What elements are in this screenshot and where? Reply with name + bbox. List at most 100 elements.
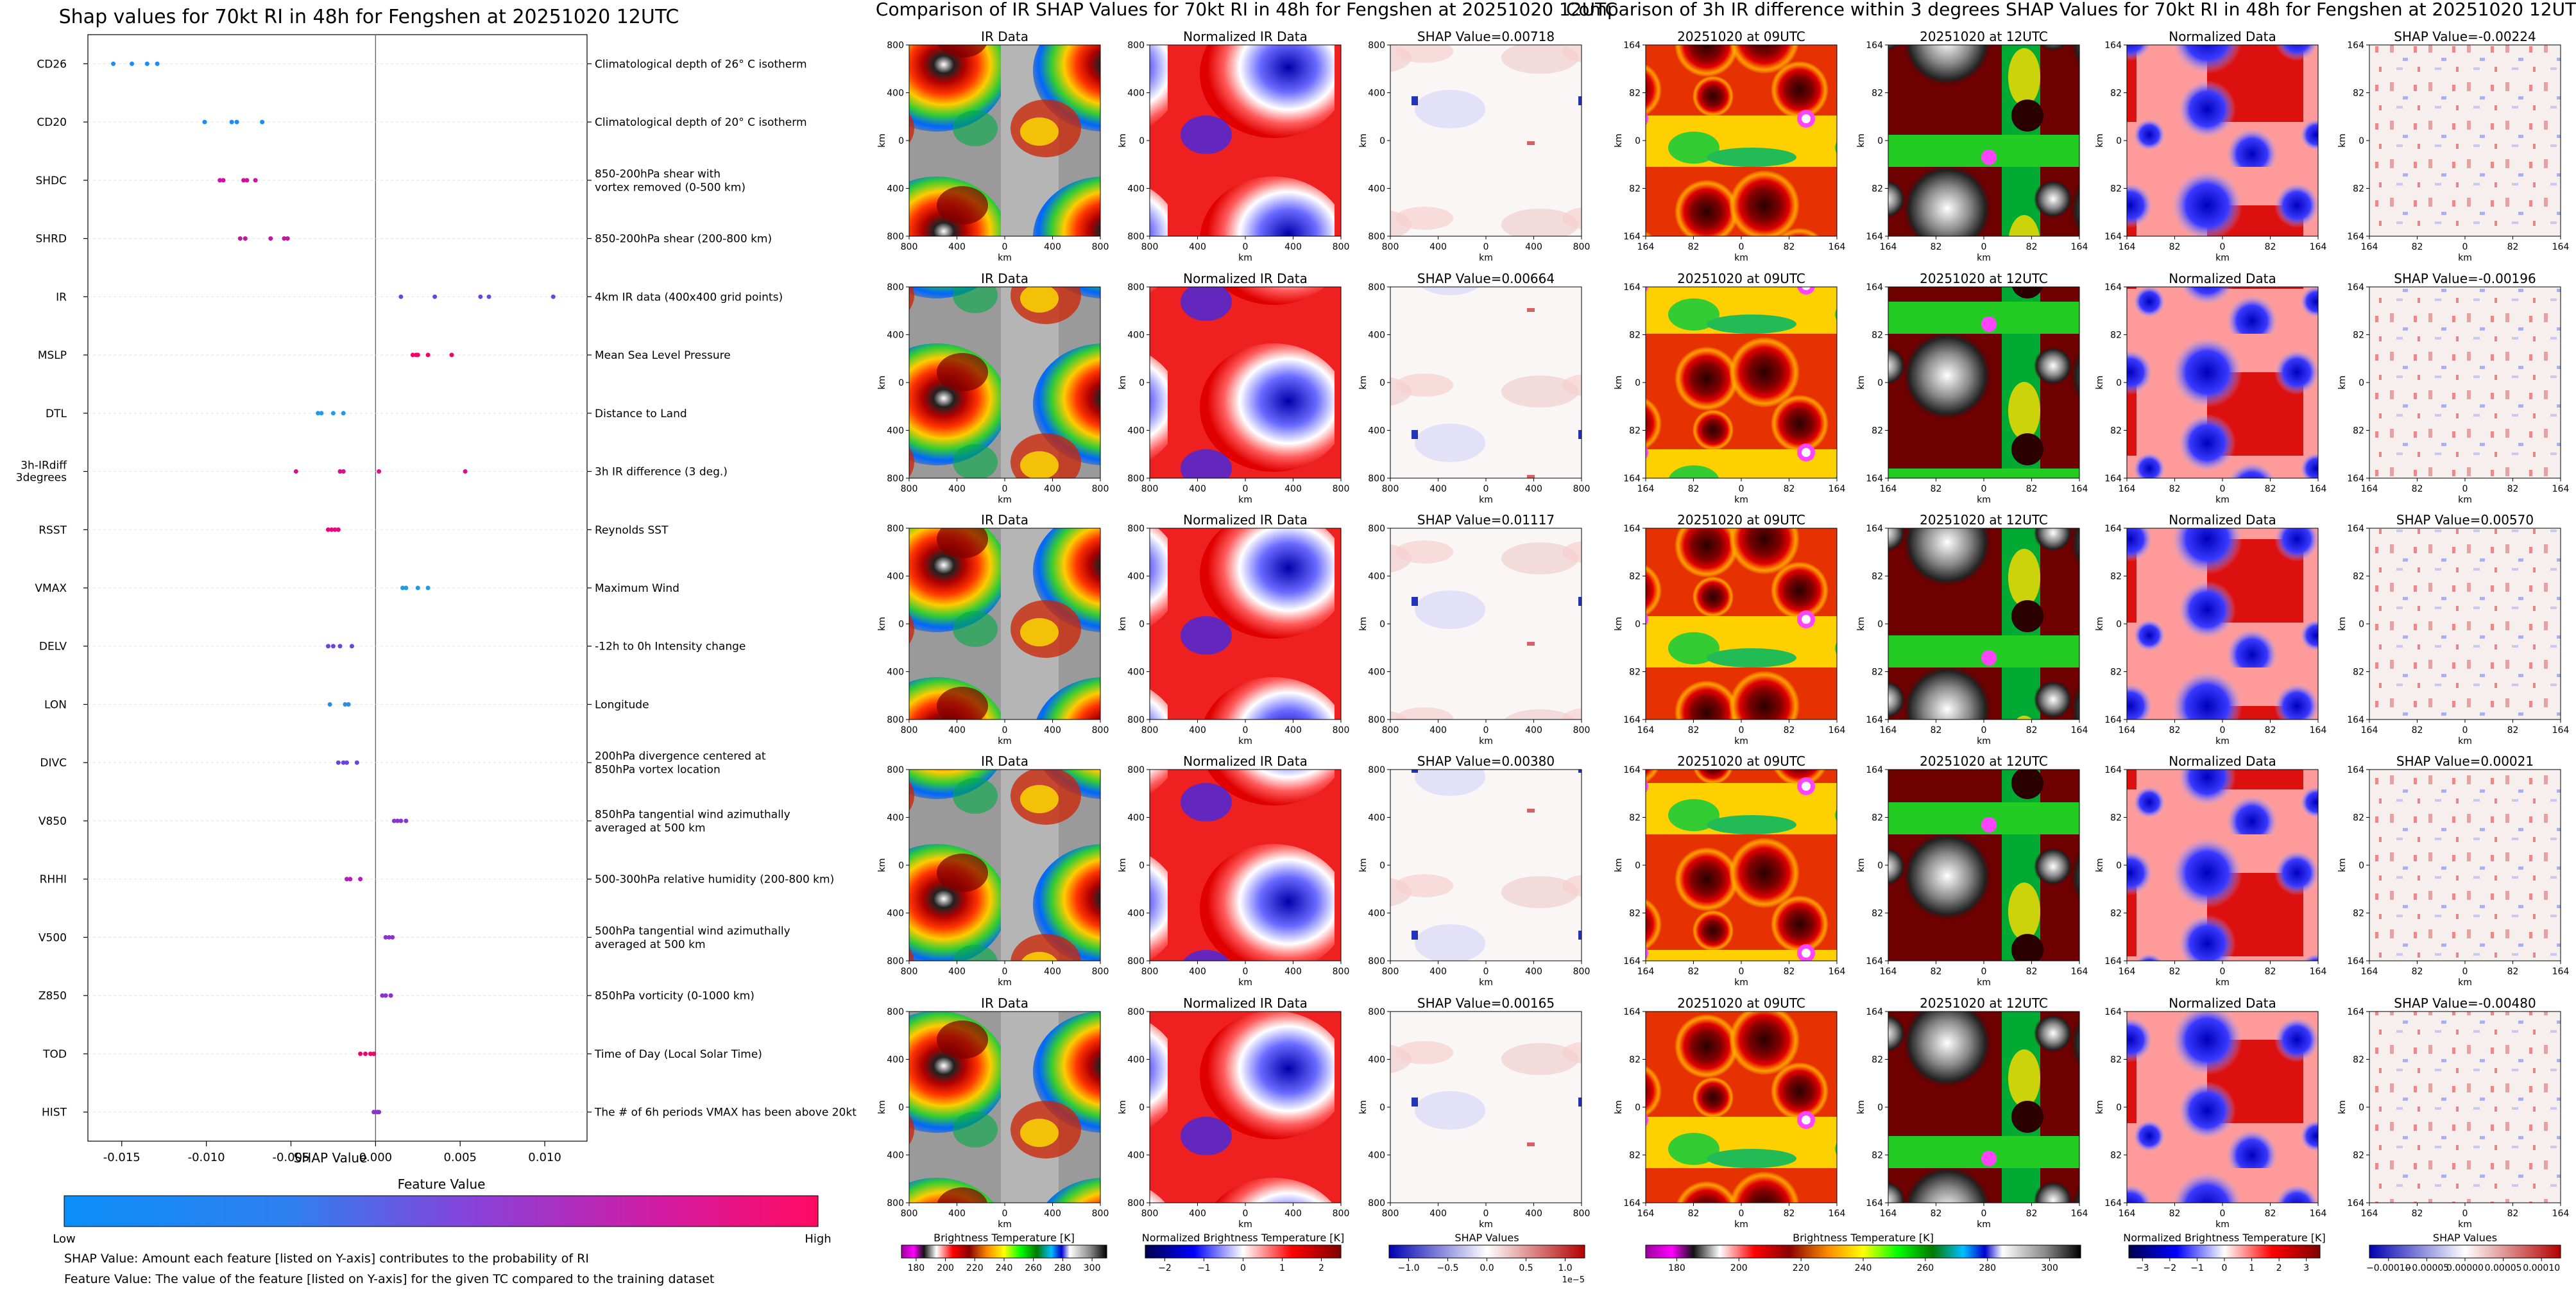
x-axis-unit: km (1977, 1219, 1991, 1230)
y-tick-label: 800 (1368, 524, 1385, 534)
y-axis-unit: km (1118, 617, 1128, 631)
colorbar-tick-label: −0.00010 (2366, 1263, 2411, 1273)
y-tick-label: 82 (1872, 426, 1883, 436)
x-tick-label: 82 (2507, 242, 2519, 252)
irdiff-shap-map-title: SHAP Value=-0.00480 (2394, 995, 2536, 1011)
colorbar-tick-label: 240 (1855, 1263, 1872, 1273)
y-tick-label: 82 (1629, 813, 1641, 823)
x-tick-label: 0 (2462, 1209, 2468, 1219)
x-tick-label: 0 (1243, 242, 1249, 252)
x-tick-label: 800 (1573, 484, 1591, 494)
shap-point (341, 469, 346, 474)
x-tick-label: 400 (1284, 242, 1302, 252)
y-tick-label: 82 (2353, 668, 2364, 678)
x-axis-unit: km (2215, 736, 2230, 746)
x-axis-unit: km (1734, 1219, 1748, 1230)
feature-description: 850-200hPa shear with (595, 168, 721, 180)
y-axis-unit: km (1856, 617, 1866, 631)
x-tick-label: 0 (1483, 242, 1489, 252)
x-tick-label: 164 (2361, 1209, 2378, 1219)
colorbar-tick-label: 240 (996, 1263, 1013, 1273)
x-tick-label: 400 (1044, 484, 1061, 494)
feature-description: Climatological depth of 26° C isotherm (595, 58, 807, 71)
shap-point (268, 236, 273, 241)
shap-point (155, 61, 160, 66)
x-tick-label: 164 (2552, 725, 2570, 736)
ir-shap-map-image (1390, 1011, 1582, 1203)
y-axis-unit: km (2095, 134, 2105, 148)
colorbar-tick-label: −2 (1158, 1263, 1172, 1273)
shap-point (358, 877, 363, 882)
ir-shap-colorbar-label: SHAP Values (1454, 1232, 1519, 1244)
colorbar-tick-label: 280 (1054, 1263, 1071, 1273)
shap-point (341, 760, 346, 765)
x-tick-label: 400 (948, 242, 966, 252)
y-tick-label: 0 (1139, 378, 1145, 388)
y-tick-label: 0 (1379, 619, 1385, 630)
y-tick-label: 400 (1127, 1055, 1145, 1065)
x-tick-label: 800 (1382, 1209, 1399, 1219)
y-tick-label: 164 (1623, 715, 1641, 725)
normalized-ir-data-image (1149, 528, 1342, 720)
feature-description: -12h to 0h Intensity change (595, 641, 746, 653)
x-tick-label: 400 (1429, 967, 1447, 977)
x-tick-label: 82 (1784, 725, 1795, 736)
irdiff-shap-map-image (2369, 528, 2561, 720)
x-tick-label: 0 (2220, 725, 2226, 736)
x-tick-label: 400 (1044, 242, 1061, 252)
y-tick-label: 164 (2104, 1007, 2122, 1017)
irdiff-normalized-image (2126, 1011, 2319, 1203)
irdiff-normalized-title: Normalized Data (2169, 29, 2276, 44)
x-tick-label: 0 (1483, 967, 1489, 977)
shap-point (229, 119, 234, 125)
ir-shap-map-image (1390, 44, 1582, 237)
x-axis-unit: km (1238, 1219, 1252, 1230)
y-tick-label: 800 (1127, 765, 1145, 775)
x-tick-label: 82 (1931, 1209, 1942, 1219)
shap-point (377, 469, 382, 474)
x-tick-label: 164 (1829, 967, 1846, 977)
x-tick-label: 82 (2412, 725, 2423, 736)
y-tick-label: 800 (1127, 715, 1145, 725)
irdiff-09utc-image (1645, 1011, 1838, 1203)
y-tick-label: 400 (1368, 1055, 1385, 1065)
y-tick-label: 164 (1866, 1198, 1883, 1209)
irdiff-normalized-title: Normalized Data (2169, 512, 2276, 528)
ir-shap-map-image (1390, 528, 1582, 720)
shap-point (410, 352, 415, 357)
x-tick-label: 82 (1688, 242, 1700, 252)
y-tick-label: 164 (2347, 232, 2364, 242)
colorbar-exponent: 1e−5 (1562, 1275, 1585, 1285)
ir-brightness-colorbar (901, 1245, 1107, 1259)
normalized-ir-data-image (1149, 286, 1342, 479)
x-tick-label: 400 (1525, 1209, 1542, 1219)
y-tick-label: 82 (2110, 1055, 2122, 1065)
x-axis-unit: km (1734, 736, 1748, 746)
x-tick-label: 800 (1092, 484, 1109, 494)
y-axis-unit: km (877, 858, 887, 872)
feature-code-label: DTL (46, 408, 67, 420)
x-tick-label: 82 (1931, 967, 1942, 977)
irdiff-shap-map-title: SHAP Value=-0.00224 (2394, 29, 2536, 44)
y-tick-label: 400 (1368, 331, 1385, 341)
x-tick-label: 82 (2169, 242, 2181, 252)
x-tick-label: -0.005 (272, 1151, 309, 1164)
x-tick-label: 0 (1002, 1209, 1008, 1219)
y-tick-label: 800 (1368, 474, 1385, 484)
x-axis-unit: km (2458, 736, 2472, 746)
irdiff-12utc-title: 20251020 at 12UTC (1920, 271, 2048, 286)
shap-point (358, 1051, 363, 1056)
irdiff-09utc-image (1645, 286, 1838, 479)
y-axis-unit: km (1614, 1100, 1624, 1114)
y-tick-label: 400 (1127, 89, 1145, 99)
y-tick-label: 0 (898, 1103, 904, 1113)
x-axis-unit: km (1479, 253, 1493, 263)
x-tick-label: 164 (1637, 242, 1655, 252)
ir-normalized-colorbar-label: Normalized Brightness Temperature [K] (1142, 1232, 1345, 1244)
shap-point (336, 527, 341, 532)
y-tick-label: 0 (1635, 619, 1641, 630)
x-tick-label: 800 (901, 967, 918, 977)
shap-point (425, 585, 431, 590)
y-tick-label: 82 (1629, 184, 1641, 194)
y-tick-label: 400 (887, 813, 904, 823)
